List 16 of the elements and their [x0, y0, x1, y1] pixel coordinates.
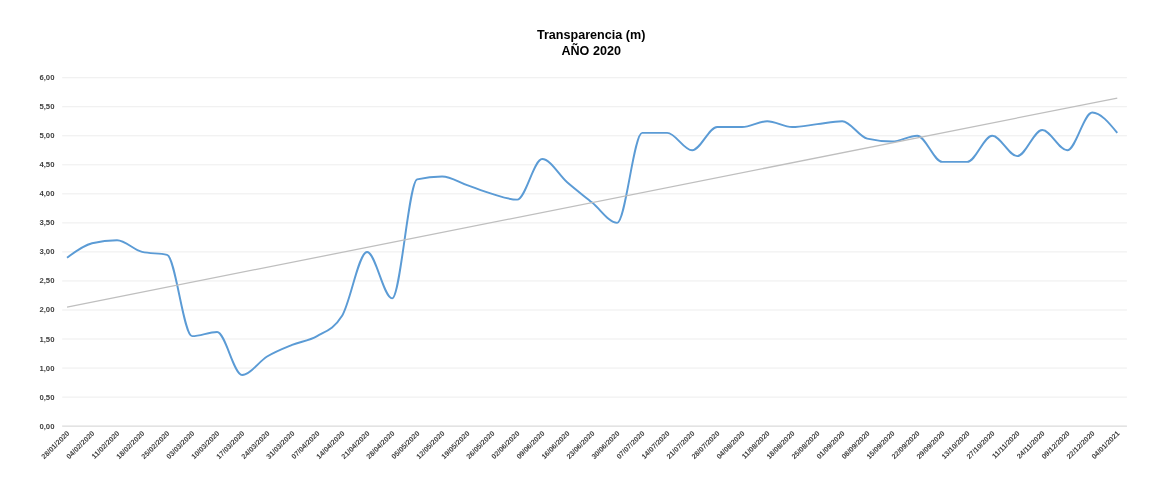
chart-title: Transparencia (m)	[537, 27, 646, 42]
y-tick-label: 1,50	[39, 334, 55, 344]
y-tick-label: 3,00	[39, 247, 55, 257]
y-tick-label: 4,00	[39, 189, 55, 199]
y-tick-label: 6,00	[39, 73, 55, 83]
y-tick-label: 5,00	[39, 131, 55, 141]
y-tick-label: 3,50	[39, 218, 55, 228]
chart-subtitle: AÑO 2020	[561, 43, 621, 59]
y-tick-label: 2,00	[39, 305, 55, 315]
y-tick-label: 2,50	[39, 276, 55, 286]
line-series	[66, 111, 1119, 377]
y-tick-label: 5,50	[39, 102, 55, 112]
y-tick-label: 4,50	[39, 160, 55, 170]
y-tick-label: 0,00	[39, 421, 55, 431]
y-tick-label: 1,00	[39, 363, 55, 373]
y-tick-label: 0,50	[39, 392, 55, 402]
